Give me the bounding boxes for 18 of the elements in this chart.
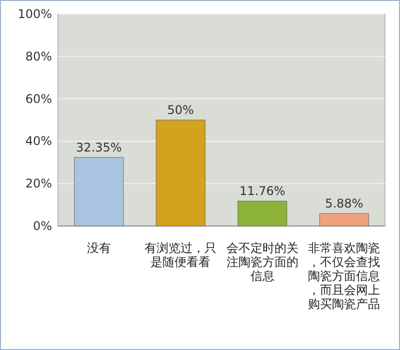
data-label: 5.88% xyxy=(325,196,364,211)
y-tick-label: 100% xyxy=(18,7,52,21)
bar xyxy=(319,213,369,226)
y-tick-label: 0% xyxy=(32,219,52,233)
y-tick-label: 60% xyxy=(25,92,52,106)
y-tick-label: 80% xyxy=(25,49,52,64)
bar xyxy=(156,120,206,226)
bar xyxy=(238,200,288,226)
x-tick-label: 有浏览过，只是随便看看 xyxy=(144,241,217,269)
data-label: 32.35% xyxy=(76,140,122,154)
data-label: 11.76% xyxy=(239,184,286,198)
x-tick-label: 会不定时的关注陶瓷方面的信息 xyxy=(226,241,298,283)
x-tick-label: 非常喜欢陶瓷，不仅会查找陶瓷方面信息，而且会网上购买陶瓷产品 xyxy=(308,241,380,311)
x-tick-label: 没有 xyxy=(86,241,111,255)
data-label: 50% xyxy=(167,103,194,117)
bar xyxy=(74,157,124,226)
y-tick-label: 40% xyxy=(25,134,52,148)
y-tick-label: 20% xyxy=(25,176,52,191)
